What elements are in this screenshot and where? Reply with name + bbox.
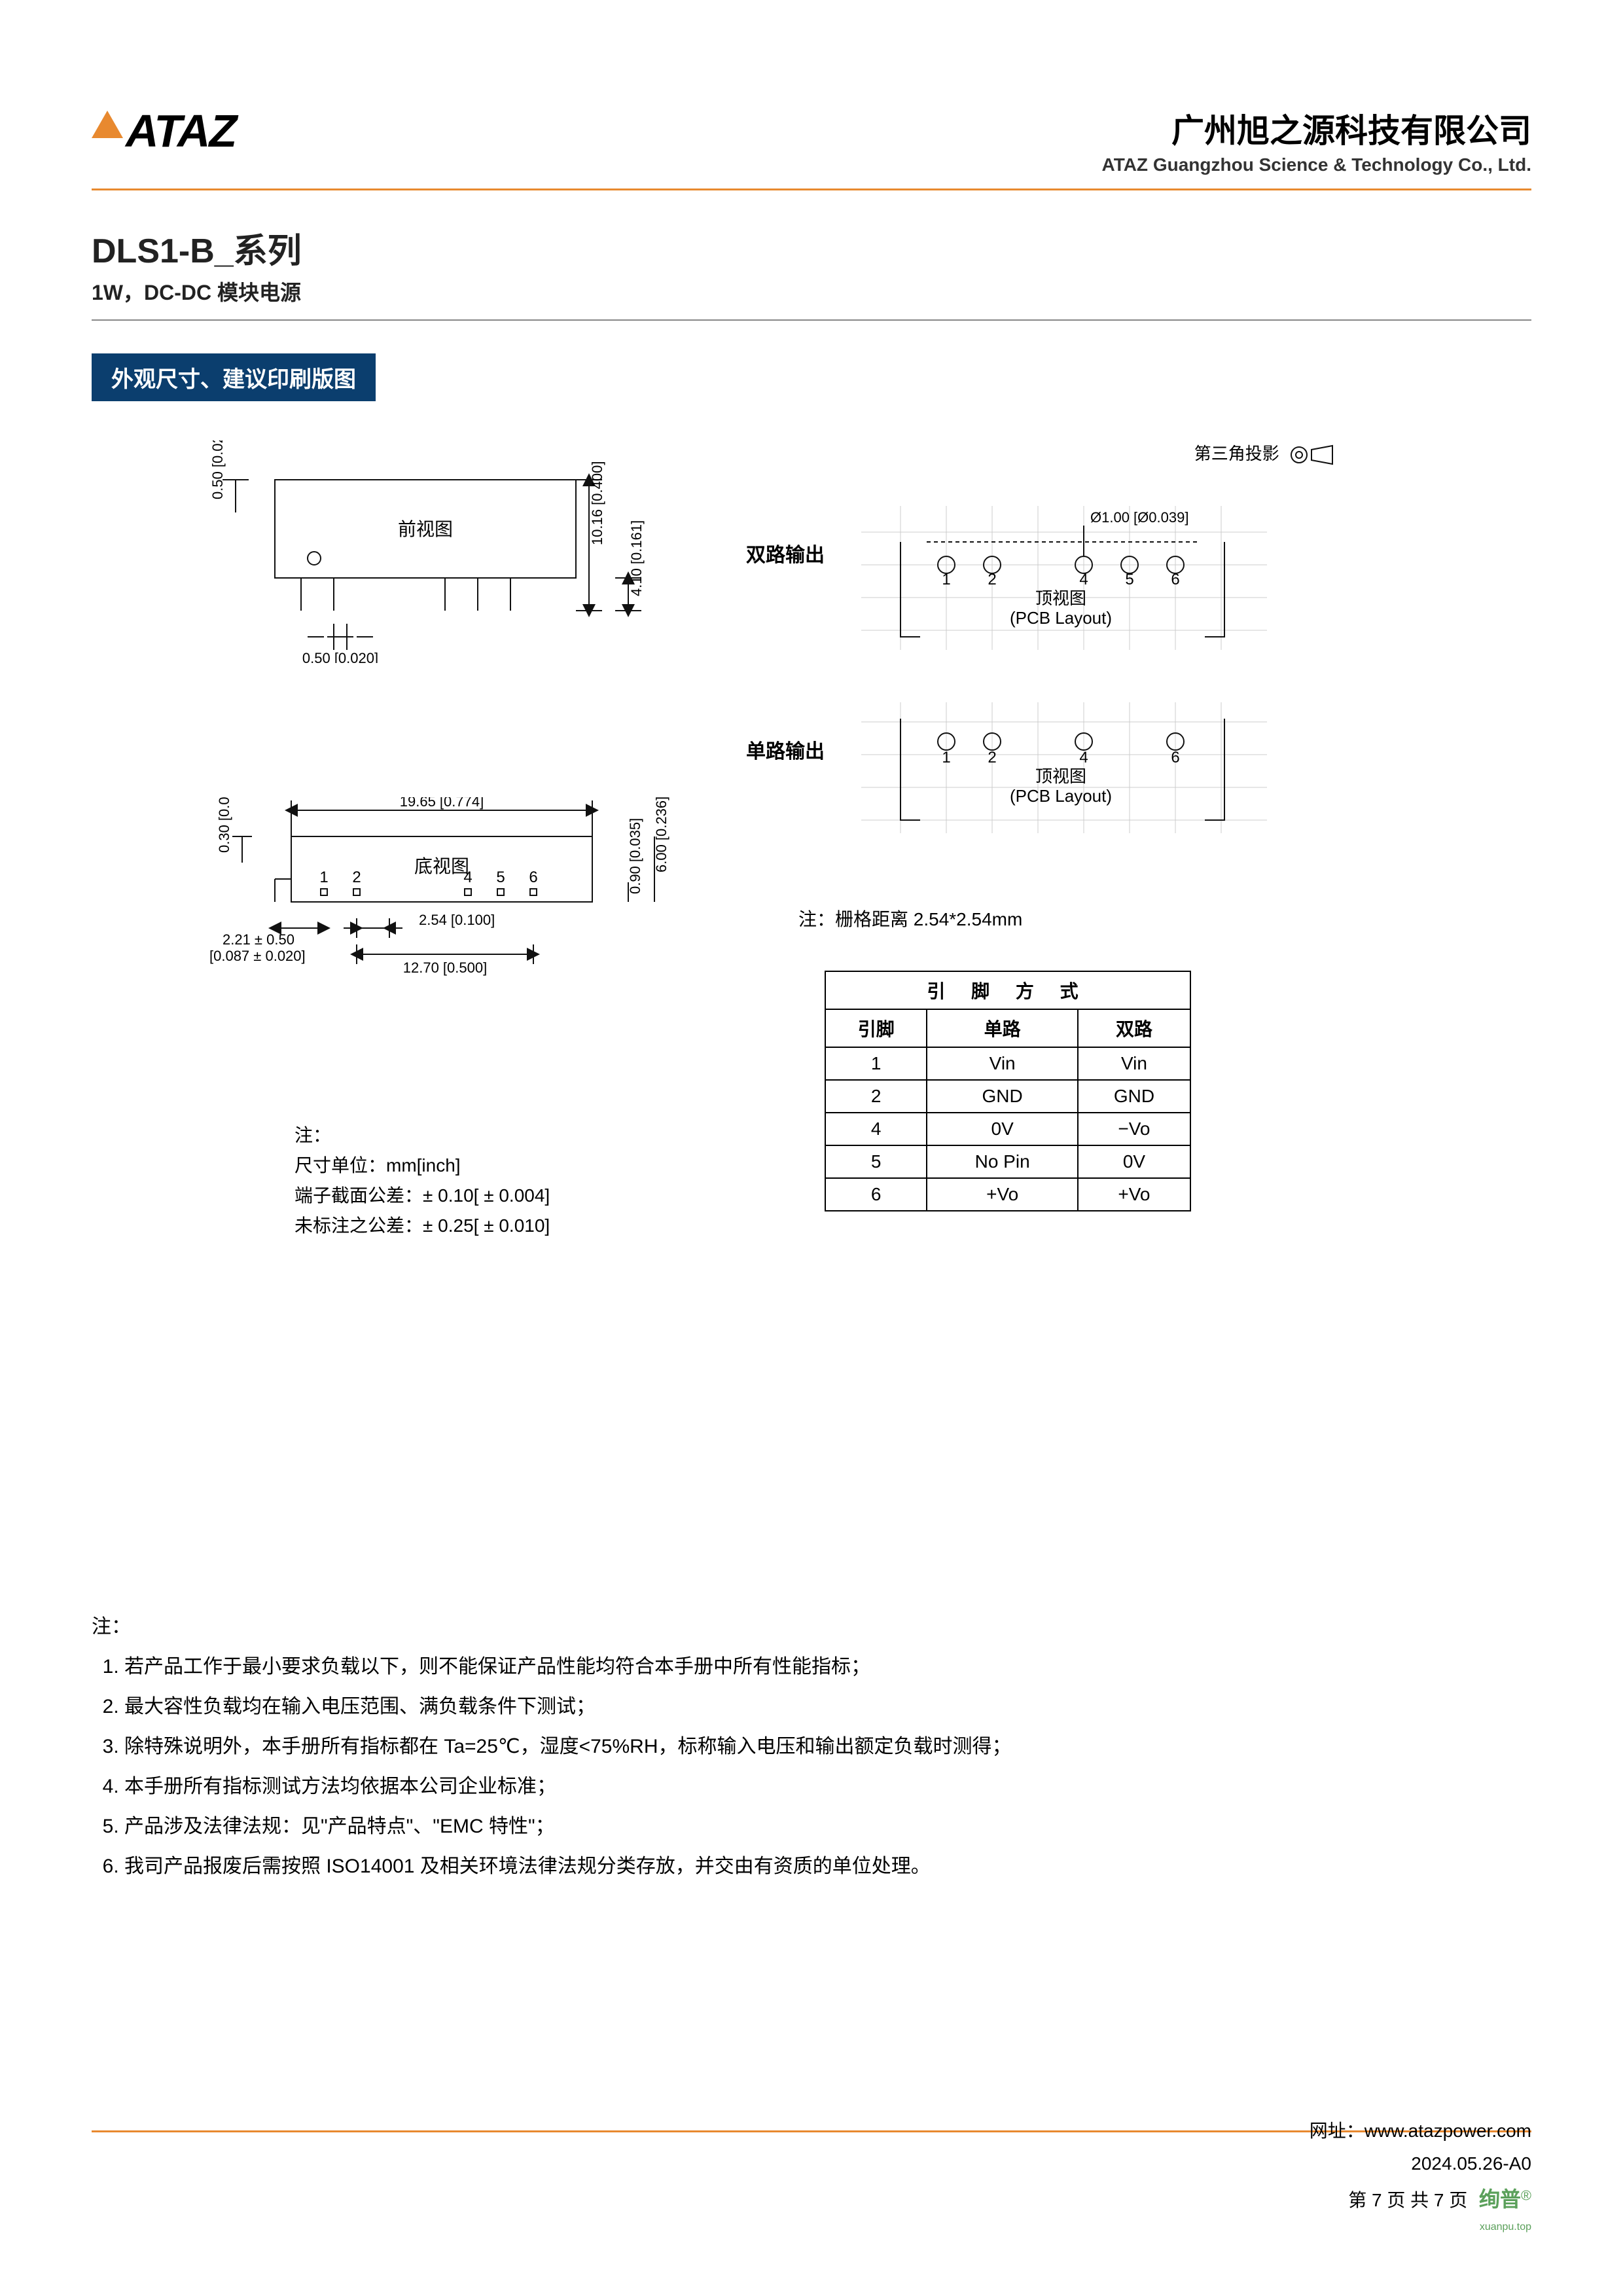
- front-view-svg: 前视图 10.16 [0.400] 4.10 [0.161] 0.50 [0.0…: [183, 440, 681, 663]
- bottom-view-label: 底视图: [414, 856, 469, 876]
- dim-bot: 0.50 [0.020]: [302, 650, 378, 663]
- note-item: 最大容性负载均在输入电压范围、满负载条件下测试；: [124, 1688, 1531, 1725]
- dim-h-small: 4.10 [0.161]: [628, 520, 645, 596]
- left-column: 前视图 10.16 [0.400] 4.10 [0.161] 0.50 [0.0…: [92, 440, 681, 1242]
- diagram-area: 前视图 10.16 [0.400] 4.10 [0.161] 0.50 [0.0…: [92, 440, 1531, 1242]
- title-block: DLS1-B_系列 1W，DC-DC 模块电源: [92, 223, 1531, 306]
- table-row: 2GNDGND: [825, 1080, 1190, 1113]
- pin-label: 4: [1079, 749, 1088, 766]
- pin-label: 2: [352, 869, 361, 886]
- note-item: 产品涉及法律法规：见"产品特点"、"EMC 特性"；: [124, 1808, 1531, 1845]
- bottom-view-diagram: 19.65 [0.774] 底视图 0.30 [0.012] 1 2 4 5 6…: [183, 797, 681, 1242]
- dim-width: 19.65 [0.774]: [400, 797, 484, 810]
- pin-label: 6: [1171, 749, 1179, 766]
- pcb-layout-label: (PCB Layout): [1010, 786, 1112, 806]
- pin-table-header: 引脚: [825, 1009, 927, 1047]
- notes-heading: 注：: [92, 1608, 1531, 1645]
- note-item: 我司产品报废后需按照 ISO14001 及相关环境法律法规分类存放，并交由有资质…: [124, 1848, 1531, 1885]
- pin-label: 6: [1171, 571, 1179, 588]
- front-view-diagram: 前视图 10.16 [0.400] 4.10 [0.161] 0.50 [0.0…: [183, 440, 681, 666]
- company-name-cn: 广州旭之源科技有限公司: [1102, 105, 1531, 152]
- pin-label: 4: [1079, 571, 1088, 588]
- dim-side1: 2.21 ± 0.50: [223, 931, 294, 948]
- dual-output-label: 双路输出: [746, 506, 851, 567]
- table-row: 40V−Vo: [825, 1113, 1190, 1145]
- pcb-dual: 双路输出: [746, 506, 1335, 650]
- dim-d1: 0.90 [0.035]: [627, 818, 643, 894]
- dimension-notes: 注： 尺寸单位：mm[inch] 端子截面公差：± 0.10[ ± 0.004]…: [294, 1121, 681, 1238]
- watermark-reg: ®: [1521, 2187, 1531, 2203]
- page-footer: 网址：www.atazpower.com 2024.05.26-A0 第 7 页…: [1310, 2115, 1531, 2237]
- footer-page: 第 7 页 共 7 页: [1348, 2190, 1467, 2210]
- product-subtitle: 1W，DC-DC 模块电源: [92, 276, 1531, 306]
- note-tol2: 未标注之公差：± 0.25[ ± 0.010]: [294, 1211, 681, 1238]
- dim-h-total: 10.16 [0.400]: [589, 461, 605, 545]
- dim-step: 2.54 [0.100]: [419, 912, 495, 928]
- projection-row: 第三角投影: [746, 440, 1335, 467]
- grid-note: 注：栅格距离 2.54*2.54mm: [798, 905, 1335, 931]
- dim-d2: 6.00 [0.236]: [653, 797, 669, 872]
- pin-label: 5: [1125, 571, 1133, 588]
- note-item: 本手册所有指标测试方法均依据本公司企业标准；: [124, 1768, 1531, 1805]
- right-column: 第三角投影 双路输出: [746, 440, 1335, 1242]
- dim-side2: [0.087 ± 0.020]: [209, 948, 306, 964]
- pin-label: 1: [942, 571, 950, 588]
- pcb-single: 单路输出 1 2 4 6: [746, 702, 1335, 833]
- pin-label: 2: [988, 571, 996, 588]
- watermark-cn: 绚普: [1479, 2187, 1521, 2211]
- dim-v-left: 0.50 [0.020]: [209, 440, 226, 499]
- pcb-top-label: 顶视图: [1035, 588, 1086, 608]
- bottom-view-svg: 19.65 [0.774] 底视图 0.30 [0.012] 1 2 4 5 6…: [183, 797, 720, 1072]
- pin-table-header: 双路: [1078, 1009, 1190, 1047]
- projection-label: 第三角投影: [1194, 444, 1279, 463]
- logo-text: ATAZ: [126, 105, 236, 157]
- pin-label: 2: [988, 749, 996, 766]
- dim-h1: 0.30 [0.012]: [216, 797, 232, 853]
- pcb-dual-svg: Ø1.00 [Ø0.039] 1 2 4 5 6 顶视图 (PCB Layout…: [861, 506, 1267, 650]
- section-heading: 外观尺寸、建议印刷版图: [92, 353, 376, 401]
- note-heading: 注：: [294, 1121, 681, 1147]
- projection-icon: [1289, 443, 1335, 467]
- pin-label: 1: [319, 869, 328, 886]
- note-item: 若产品工作于最小要求负载以下，则不能保证产品性能均符合本手册中所有性能指标；: [124, 1648, 1531, 1685]
- pin-label: 6: [529, 869, 537, 886]
- company-name-en: ATAZ Guangzhou Science & Technology Co.,…: [1102, 154, 1531, 175]
- pin-table-title: 引 脚 方 式: [825, 971, 1190, 1009]
- note-unit: 尺寸单位：mm[inch]: [294, 1151, 681, 1177]
- footer-notes: 注： 若产品工作于最小要求负载以下，则不能保证产品性能均符合本手册中所有性能指标…: [92, 1608, 1531, 1885]
- header-rule: [92, 188, 1531, 190]
- pin-label: 5: [496, 869, 505, 886]
- pin-label: 1: [942, 749, 950, 766]
- note-tol1: 端子截面公差：± 0.10[ ± 0.004]: [294, 1181, 681, 1208]
- dim-span: 12.70 [0.500]: [403, 960, 487, 976]
- table-row: 1VinVin: [825, 1047, 1190, 1080]
- pcb-diam: Ø1.00 [Ø0.039]: [1090, 509, 1188, 526]
- logo-triangle-icon: [92, 111, 123, 138]
- pcb-single-svg: 1 2 4 6 顶视图 (PCB Layout): [861, 702, 1267, 833]
- title-rule: [92, 319, 1531, 321]
- note-item: 除特殊说明外，本手册所有指标都在 Ta=25℃，湿度<75%RH，标称输入电压和…: [124, 1728, 1531, 1765]
- pin-table: 引 脚 方 式 引脚 单路 双路 1VinVin 2GNDGND 40V−Vo …: [825, 971, 1191, 1211]
- pin-table-header: 单路: [927, 1009, 1078, 1047]
- pcb-top-label: 顶视图: [1035, 766, 1086, 786]
- front-view-label: 前视图: [398, 519, 453, 539]
- footer-url: 网址：www.atazpower.com: [1310, 2115, 1531, 2147]
- single-output-label: 单路输出: [746, 702, 851, 764]
- product-series: DLS1-B_系列: [92, 223, 1531, 272]
- pin-label: 4: [463, 869, 472, 886]
- watermark-en: xuanpu.top: [1310, 2218, 1531, 2237]
- logo-block: ATAZ: [92, 105, 236, 157]
- table-row: 6+Vo+Vo: [825, 1178, 1190, 1211]
- table-row: 5No Pin0V: [825, 1145, 1190, 1178]
- company-block: 广州旭之源科技有限公司 ATAZ Guangzhou Science & Tec…: [1102, 105, 1531, 175]
- page-header: ATAZ 广州旭之源科技有限公司 ATAZ Guangzhou Science …: [92, 105, 1531, 175]
- pcb-layout-label: (PCB Layout): [1010, 608, 1112, 628]
- footer-date: 2024.05.26-A0: [1310, 2147, 1531, 2180]
